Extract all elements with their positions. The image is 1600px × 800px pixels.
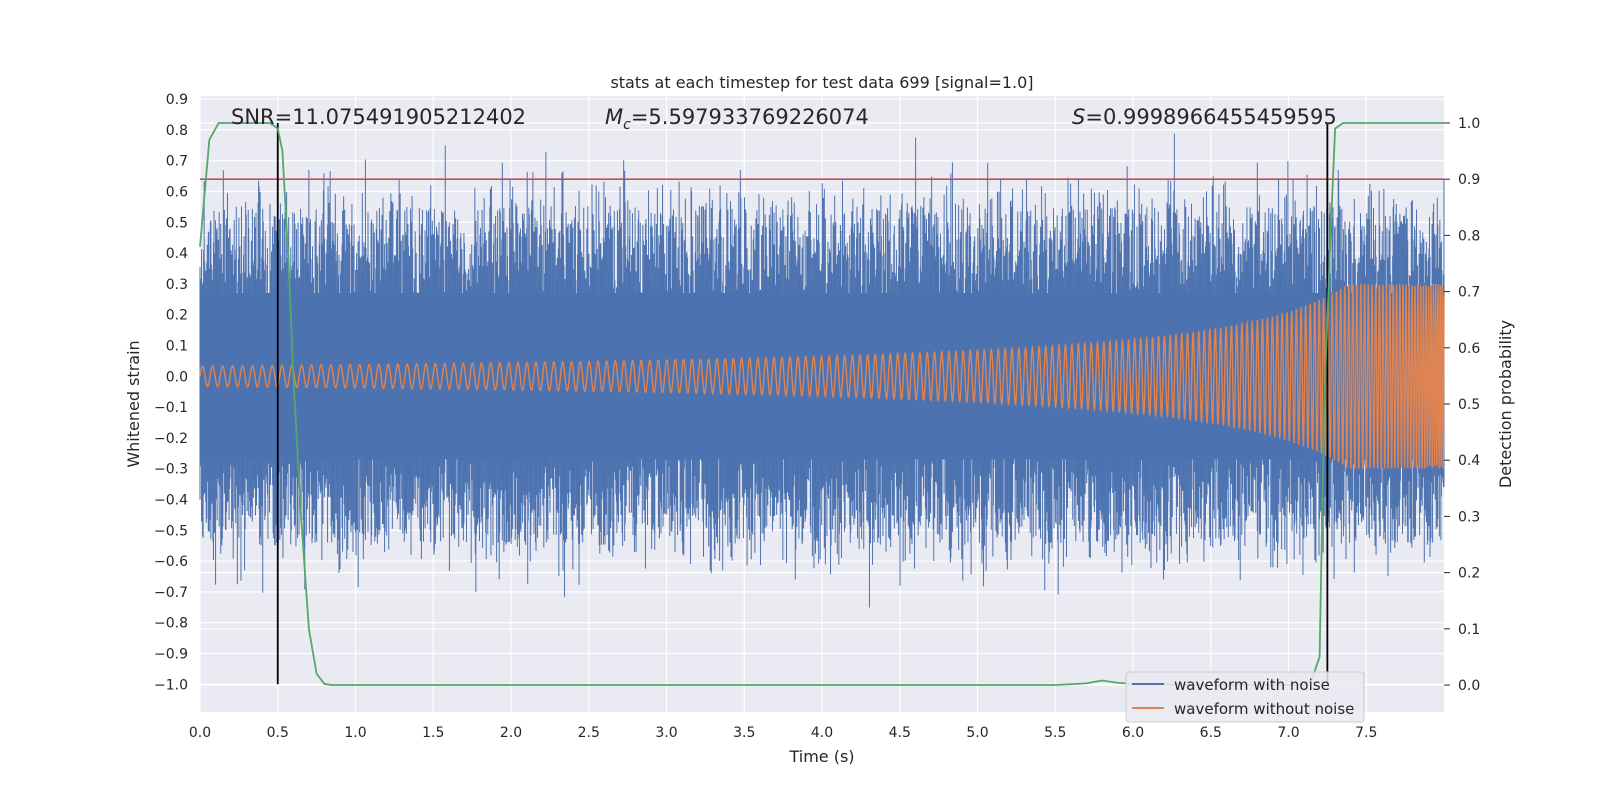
x-tick-label: 4.0 (811, 725, 833, 741)
series-waveform-without-noise (199, 283, 1445, 469)
x-tick-label: 1.5 (422, 725, 444, 741)
y-axis-right-title: Detection probability (1496, 320, 1515, 488)
x-tick-label: 4.5 (889, 725, 911, 741)
y-left-tick-label: 0.9 (166, 92, 188, 108)
y-right-tick-label: 0.6 (1458, 341, 1480, 357)
y-right-tick-label: 0.5 (1458, 397, 1480, 413)
chart-title: stats at each timestep for test data 699… (610, 73, 1033, 92)
score-symbol: S (1072, 105, 1085, 129)
x-tick-label: 3.0 (655, 725, 677, 741)
y-left-tick-label: 0.3 (166, 277, 188, 293)
y-right-tick-label: 0.8 (1458, 228, 1480, 244)
y-left-tick-label: 0.8 (166, 123, 188, 139)
y-left-tick-label: −0.2 (154, 431, 188, 447)
x-tick-label: 7.5 (1355, 725, 1377, 741)
x-tick-label: 2.5 (578, 725, 600, 741)
x-tick-label: 0.0 (189, 725, 211, 741)
legend-label-noise: waveform with noise (1174, 676, 1330, 694)
y-left-tick-label: 0.7 (166, 154, 188, 170)
annotation-chirp-mass: Mc=5.597933769226074 (605, 105, 869, 133)
y-right-tick-label: 1.0 (1458, 116, 1480, 132)
y-right-tick-label: 0.3 (1458, 509, 1480, 525)
x-axis-ticks: 0.0 0.5 1.0 1.5 2.0 2.5 3.0 3.5 4.0 4.5 5.0 5.5 6.0 6… (189, 725, 1378, 741)
chirp-mass-subscript: c (623, 117, 631, 133)
x-axis-title: Time (s) (788, 747, 854, 766)
y-right-tick-label: 0.9 (1458, 172, 1480, 188)
x-tick-label: 3.5 (733, 725, 755, 741)
x-tick-label: 5.0 (966, 725, 988, 741)
clean-waveform-line (199, 283, 1445, 469)
y-left-tick-label: 0.2 (166, 308, 188, 324)
y-left-tick-label: 0.0 (166, 369, 188, 385)
detection-probability-line (199, 122, 1444, 686)
legend-label-clean: waveform without noise (1174, 700, 1354, 718)
y-left-tick-label: 0.6 (166, 184, 188, 200)
y-left-tick-label: −0.9 (154, 646, 188, 662)
y-left-tick-label: 0.4 (166, 246, 188, 262)
noise-waveform-band (200, 293, 1444, 460)
x-tick-label: 6.0 (1122, 725, 1144, 741)
legend: waveform with noise waveform without noi… (1125, 671, 1365, 723)
y-axis-right-ticks: 1.0 0.9 0.8 0.7 0.6 0.5 0.4 0.3 0.2 0.1 0.0 (1444, 116, 1480, 694)
y-left-tick-label: −0.8 (154, 616, 188, 632)
y-left-tick-label: −0.3 (154, 462, 188, 478)
legend-box (1125, 671, 1365, 723)
y-axis-left-title: Whitened strain (124, 340, 143, 467)
x-tick-label: 2.0 (500, 725, 522, 741)
y-left-tick-label: −0.5 (154, 523, 188, 539)
y-axis-left-ticks: 0.9 0.8 0.7 0.6 0.5 0.4 0.3 0.2 0.1 0.0 −0.1 −0.2 −0… (154, 92, 188, 693)
score-value: =0.9998966455459595 (1085, 105, 1336, 129)
x-tick-label: 1.0 (344, 725, 366, 741)
x-tick-label: 6.5 (1200, 725, 1222, 741)
x-tick-label: 0.5 (267, 725, 289, 741)
y-left-tick-label: 0.5 (166, 215, 188, 231)
y-right-tick-label: 0.0 (1458, 678, 1480, 694)
y-left-tick-label: −0.4 (154, 492, 188, 508)
y-left-tick-label: −1.0 (154, 677, 188, 693)
y-left-tick-label: −0.6 (154, 554, 188, 570)
y-right-tick-label: 0.1 (1458, 622, 1480, 638)
chirp-mass-value: =5.597933769226074 (631, 105, 869, 129)
y-right-tick-label: 0.4 (1458, 453, 1480, 469)
y-right-tick-label: 0.2 (1458, 566, 1480, 582)
annotation-score: S=0.9998966455459595 (1072, 105, 1337, 129)
x-tick-label: 7.0 (1277, 725, 1299, 741)
y-right-tick-label: 0.7 (1458, 285, 1480, 301)
y-left-tick-label: 0.1 (166, 338, 188, 354)
overlay (199, 122, 1444, 686)
annotation-snr: SNR=11.075491905212402 (231, 105, 526, 129)
series-waveform-with-noise (199, 133, 1445, 608)
x-tick-label: 5.5 (1044, 725, 1066, 741)
chirp-mass-symbol: M (605, 105, 623, 129)
y-left-tick-label: −0.7 (154, 585, 188, 601)
y-left-tick-label: −0.1 (154, 400, 188, 416)
